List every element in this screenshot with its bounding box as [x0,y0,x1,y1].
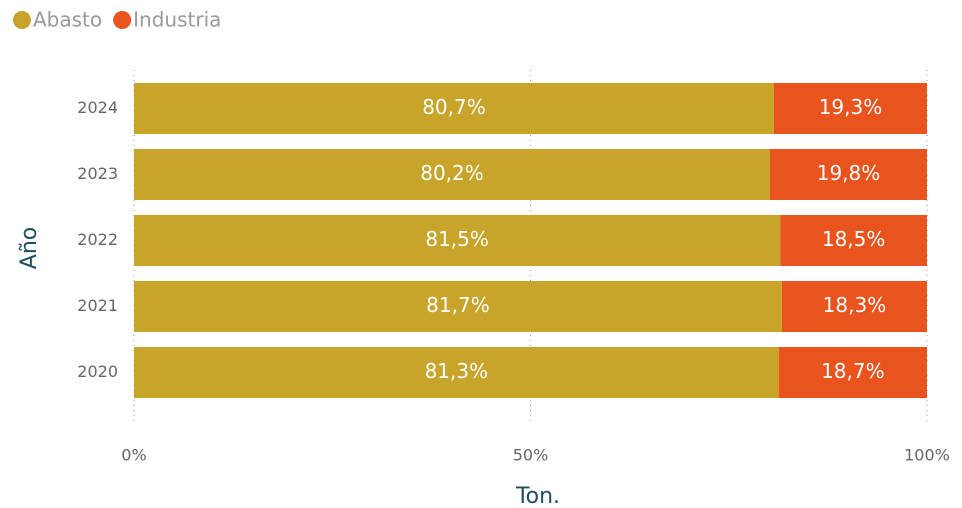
x-tick-label: 50% [513,446,549,465]
bar-segment [134,215,781,266]
data-label: 81,3% [425,359,489,383]
bar-segment [134,149,770,200]
data-label: 19,8% [817,161,881,185]
bar-segment [134,83,774,134]
bar-segment [773,83,927,134]
data-label: 81,7% [426,293,490,317]
data-label: 18,7% [821,359,885,383]
bar-segment [780,215,927,266]
y-tick-label: 2020 [77,362,118,381]
data-label: 19,3% [819,95,883,119]
x-tick-label: 0% [121,446,146,465]
legend-swatch [13,11,31,29]
y-tick-label: 2021 [77,296,118,315]
legend-swatch [113,11,132,29]
bar-segment [769,149,927,200]
bar-segment [778,347,927,398]
y-tick-label: 2022 [77,230,118,249]
data-label: 80,2% [420,161,484,185]
x-axis-title: Ton. [515,484,560,508]
bar-segment [781,281,927,332]
data-label: 18,5% [822,227,886,251]
data-label: 81,5% [425,227,489,251]
data-label: 80,7% [422,95,486,119]
bar-segment [134,281,782,332]
y-tick-label: 2023 [77,164,118,183]
y-axis-title: Año [17,227,42,269]
legend-label: Industria [133,8,221,32]
bar-segment [134,347,779,398]
y-tick-label: 2024 [77,98,118,117]
data-label: 18,3% [823,293,887,317]
legend-label: Abasto [33,8,102,32]
x-tick-label: 100% [904,446,950,465]
